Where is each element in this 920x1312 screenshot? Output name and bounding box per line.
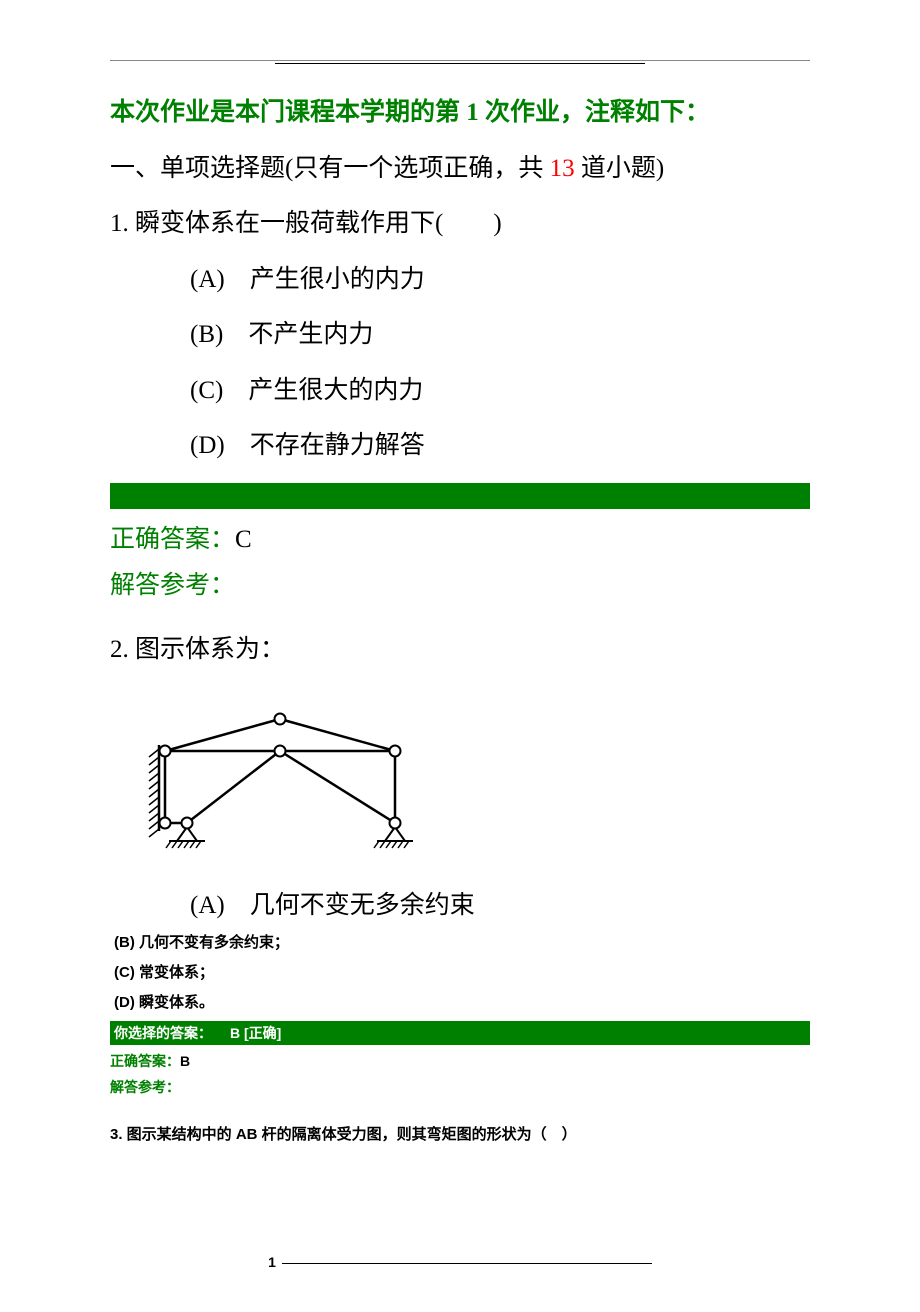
section-header: 一、单项选择题(只有一个选项正确，共 13 道小题)	[110, 150, 810, 188]
q2-truss-diagram	[135, 695, 810, 860]
q2-selected-prefix: 你选择的答案：	[114, 1025, 212, 1041]
header-rule-thin	[110, 60, 810, 61]
q1-answer-ref: 解答参考：	[110, 565, 810, 601]
q2-answer-ref: 解答参考：	[110, 1077, 810, 1097]
q1-option-a: (A) 产生很小的内力	[190, 261, 810, 299]
header-rule-thick	[275, 63, 645, 64]
page-content: 本次作业是本门课程本学期的第 1 次作业，注释如下： 一、单项选择题(只有一个选…	[0, 0, 920, 1312]
page-footer: 1	[110, 1254, 810, 1272]
page-number: 1	[268, 1254, 276, 1270]
q1-answer-line: 正确答案：C	[110, 519, 810, 555]
title-prefix: 本次作业是本门课程本学期的第	[110, 99, 460, 126]
q1-option-c: (C) 产生很大的内力	[190, 372, 810, 410]
q2-option-a: (A) 几何不变无多余约束	[190, 885, 810, 921]
q1-answer-value: C	[235, 526, 252, 553]
q1-option-d: (D) 不存在静力解答	[190, 427, 810, 465]
q2-option-d: (D) 瞬变体系。	[114, 991, 810, 1015]
footer-rule	[282, 1263, 652, 1264]
q1-divider-bar	[110, 483, 810, 509]
section-suffix: 道小题)	[581, 155, 664, 182]
q2-answer-line: 正确答案：B	[110, 1051, 810, 1071]
q1-option-b: (B) 不产生内力	[190, 316, 810, 354]
section-prefix: 一、单项选择题(只有一个选项正确，共	[110, 155, 543, 182]
assignment-title: 本次作业是本门课程本学期的第 1 次作业，注释如下：	[110, 94, 810, 132]
q2-selected-bar: 你选择的答案： B [正确]	[110, 1021, 810, 1045]
q2-option-c: (C) 常变体系；	[114, 961, 810, 985]
section-count: 13	[543, 155, 581, 182]
q2-answer-label: 正确答案：	[110, 1053, 180, 1069]
q2-selected-value: B [正确]	[230, 1025, 281, 1041]
q2-stem: 2. 图示体系为：	[110, 629, 810, 665]
title-number: 1	[460, 99, 485, 126]
truss-svg	[135, 695, 435, 855]
q1-answer-label: 正确答案：	[110, 526, 235, 553]
title-suffix: 次作业，注释如下：	[485, 99, 710, 126]
q2-option-b: (B) 几何不变有多余约束；	[114, 931, 810, 955]
q1-stem: 1. 瞬变体系在一般荷载作用下( )	[110, 205, 810, 243]
q3-stem: 3. 图示某结构中的 AB 杆的隔离体受力图，则其弯矩图的形状为（ ）	[110, 1123, 810, 1144]
q2-answer-value: B	[180, 1053, 190, 1069]
